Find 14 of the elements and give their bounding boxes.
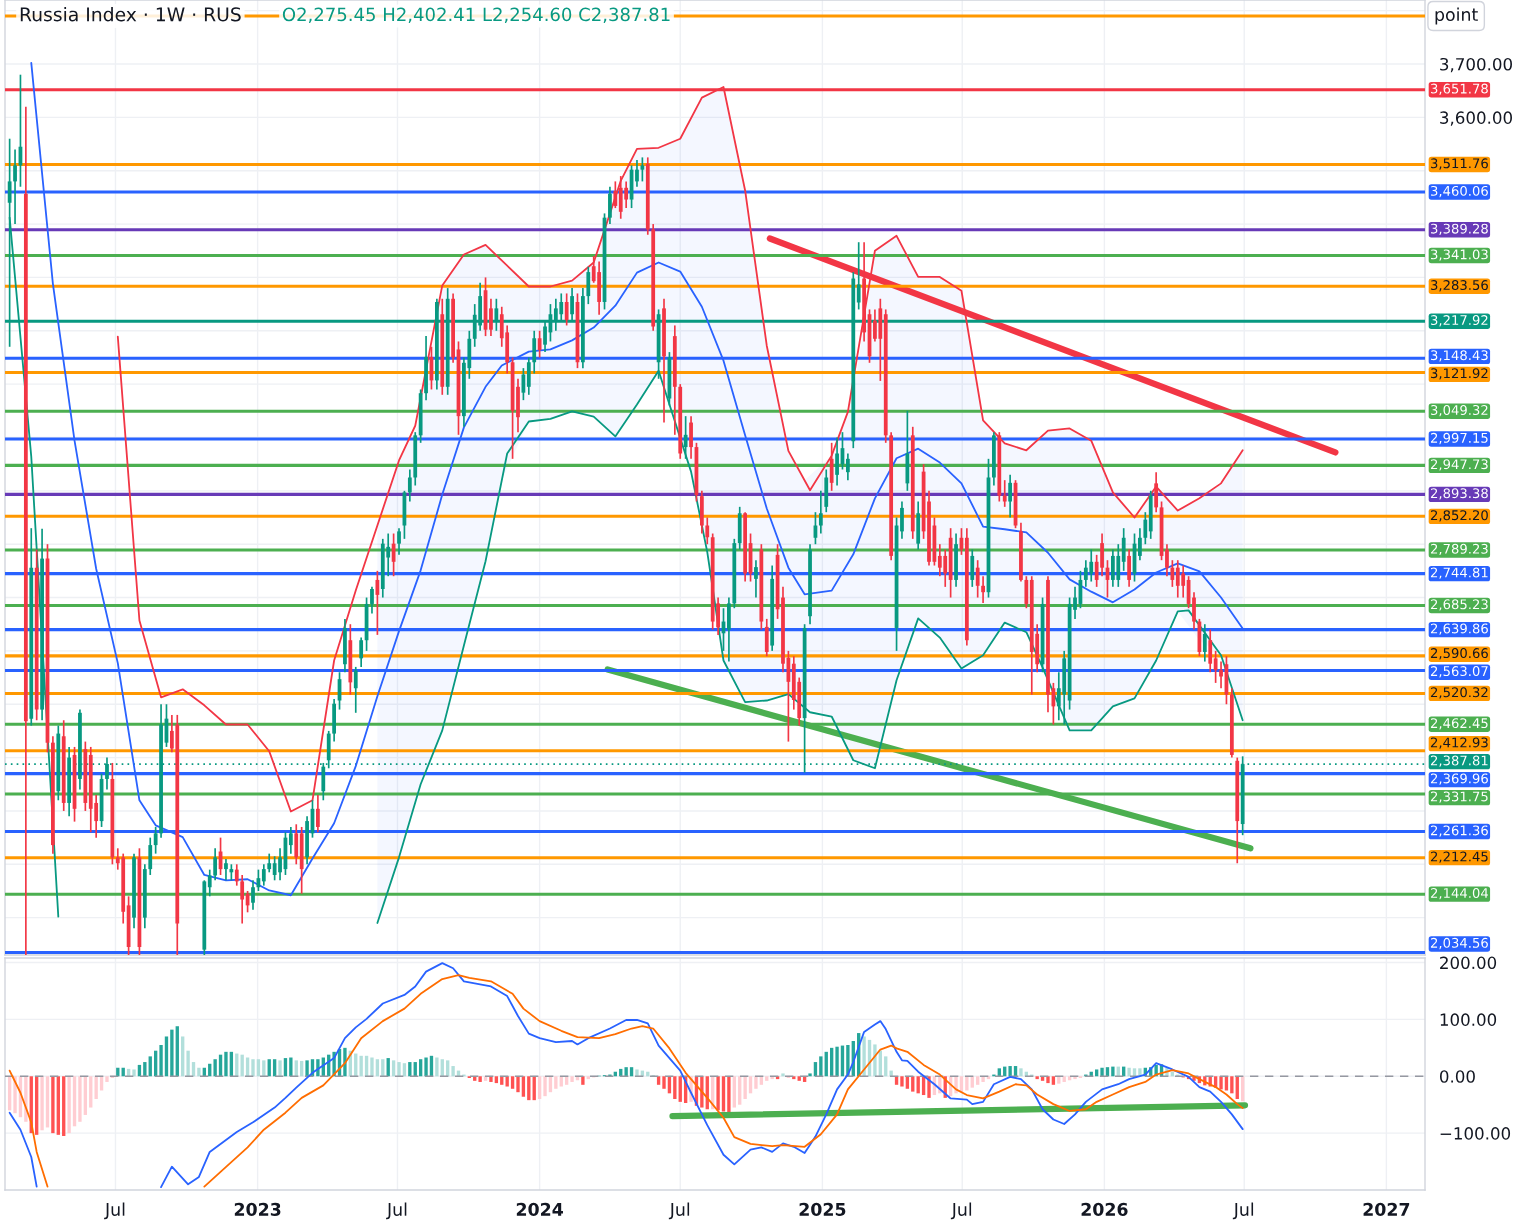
y-tick-label: 0.00 — [1439, 1070, 1475, 1083]
x-tick-label: Jul — [668, 1202, 690, 1220]
x-tick-label: 2027 — [1363, 1202, 1410, 1216]
x-tick-label: Jul — [1232, 1202, 1254, 1220]
x-tick-label: 2024 — [516, 1202, 563, 1216]
x-tick-label: 2025 — [799, 1202, 846, 1216]
x-tick-label: Jul — [950, 1202, 972, 1220]
y-tick-label: 200.00 — [1440, 956, 1497, 970]
y-tick-label: −100.00 — [1440, 1127, 1511, 1140]
y-tick-label: 100.00 — [1440, 1013, 1497, 1026]
x-tick-label: 2026 — [1081, 1202, 1128, 1216]
x-tick-label: Jul — [386, 1202, 407, 1220]
x-tick-label: 2023 — [234, 1202, 281, 1216]
x-tick-label: Jul — [104, 1202, 125, 1220]
